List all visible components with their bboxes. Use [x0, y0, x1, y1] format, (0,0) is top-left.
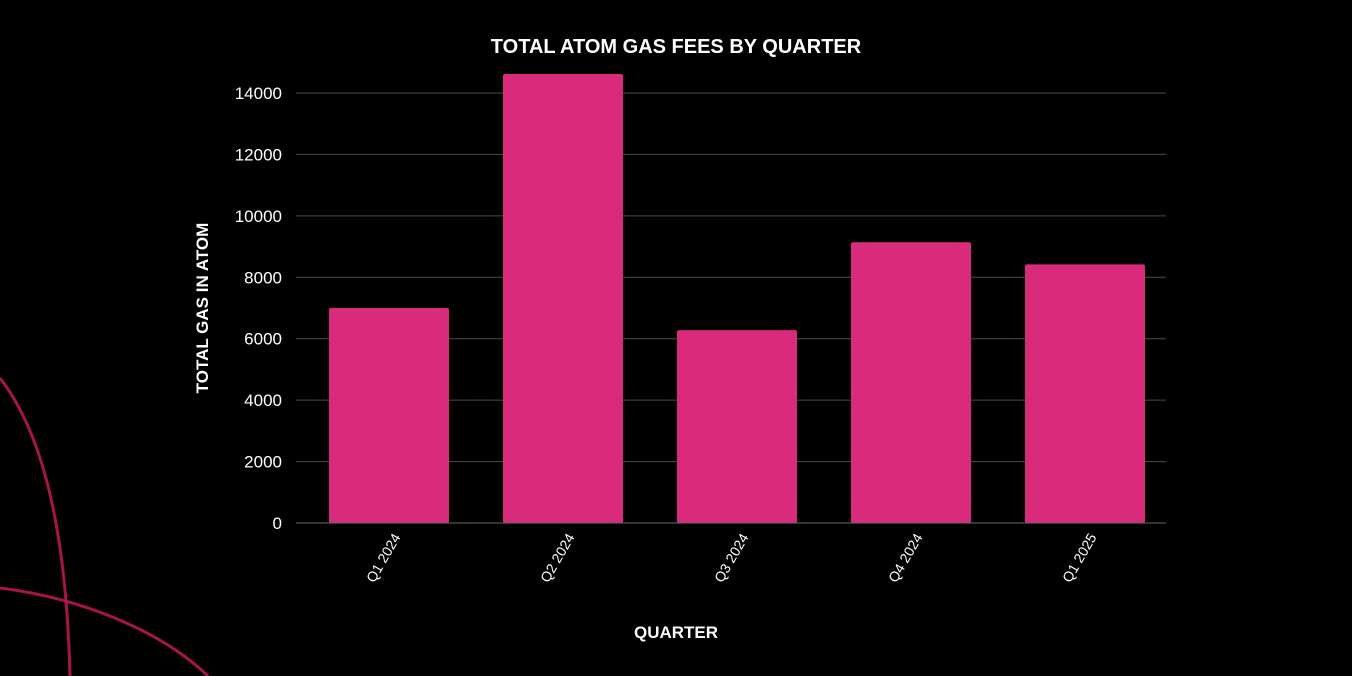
bar-q3-2024: [677, 330, 797, 523]
x-tick-label: Q3 2024: [711, 530, 752, 585]
x-axis-title: QUARTER: [634, 623, 718, 642]
y-tick-label: 8000: [244, 268, 282, 287]
x-tick-label: Q4 2024: [885, 530, 926, 585]
y-tick-label: 14000: [235, 84, 282, 103]
x-tick-label: Q2 2024: [537, 530, 578, 585]
x-axis-ticks: Q1 2024 Q2 2024 Q3 2024 Q4 2024 Q1 2025: [363, 530, 1100, 585]
bar-q4-2024: [851, 242, 971, 523]
y-tick-label: 2000: [244, 453, 282, 472]
bar-q2-2024: [503, 73, 623, 523]
bar-q1-2024: [329, 308, 449, 523]
x-tick-label: Q1 2025: [1059, 530, 1100, 585]
chart-title: TOTAL ATOM GAS FEES BY QUARTER: [491, 36, 862, 58]
y-axis-title: TOTAL GAS IN ATOM: [193, 223, 212, 394]
y-tick-label: 4000: [244, 391, 282, 410]
decorative-arc-vertical: [0, 377, 72, 676]
x-tick-label: Q1 2024: [363, 530, 404, 585]
y-axis-ticks: 0 2000 4000 6000 8000 10000 12000 14000: [235, 84, 282, 533]
decorative-arcs: [0, 377, 210, 676]
bars: [329, 73, 1145, 523]
decorative-arc-horizontal: [0, 586, 210, 676]
y-tick-label: 12000: [235, 145, 282, 164]
bar-q1-2025: [1025, 264, 1145, 523]
y-tick-label: 6000: [244, 330, 282, 349]
y-tick-label: 0: [273, 514, 282, 533]
y-tick-label: 10000: [235, 207, 282, 226]
